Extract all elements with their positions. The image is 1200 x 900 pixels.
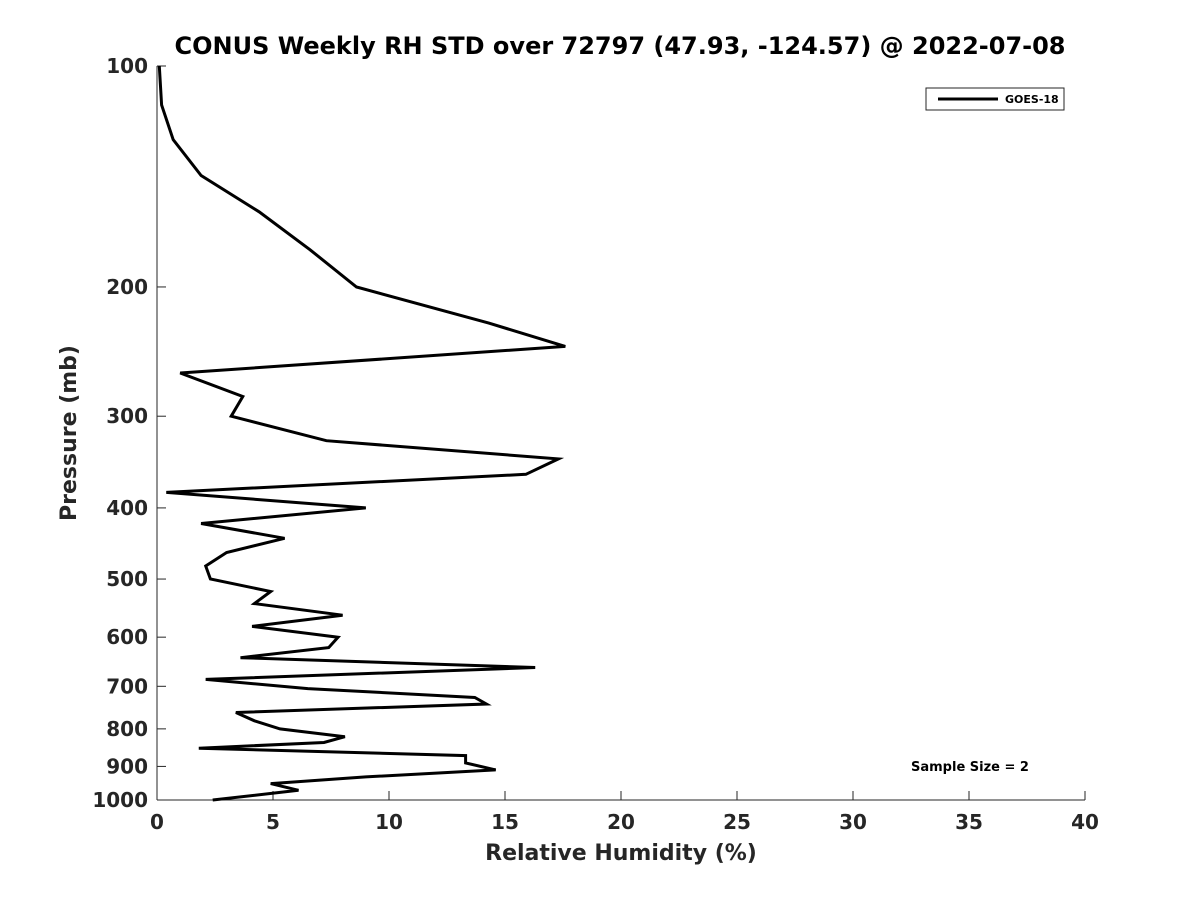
x-tick-label: 40 bbox=[1071, 810, 1099, 834]
y-tick-label: 600 bbox=[106, 625, 148, 649]
x-tick-label: 30 bbox=[839, 810, 867, 834]
y-tick-label: 800 bbox=[106, 717, 148, 741]
x-tick-label: 35 bbox=[955, 810, 983, 834]
chart-title: CONUS Weekly RH STD over 72797 (47.93, -… bbox=[174, 32, 1065, 60]
y-axis-label: Pressure (mb) bbox=[57, 345, 82, 521]
y-tick-label: 1000 bbox=[92, 788, 148, 812]
x-tick-label: 20 bbox=[607, 810, 635, 834]
sample-size-annotation: Sample Size = 2 bbox=[911, 760, 1029, 775]
x-tick-label: 0 bbox=[150, 810, 164, 834]
y-tick-label: 500 bbox=[106, 567, 148, 591]
x-tick-label: 5 bbox=[266, 810, 280, 834]
y-tick-label: 200 bbox=[106, 275, 148, 299]
x-axis-ticks: 0 5 10 15 20 25 30 35 40 bbox=[150, 791, 1099, 834]
legend-label-goes-18: GOES-18 bbox=[1005, 93, 1059, 106]
x-axis-label: Relative Humidity (%) bbox=[485, 841, 757, 866]
y-tick-label: 900 bbox=[106, 754, 148, 778]
legend: GOES-18 bbox=[925, 87, 1065, 111]
x-tick-label: 10 bbox=[375, 810, 403, 834]
y-tick-label: 100 bbox=[106, 54, 148, 78]
x-tick-label: 15 bbox=[491, 810, 519, 834]
y-axis-ticks: 100 200 300 400 500 600 700 800 900 1000 bbox=[92, 54, 166, 812]
y-tick-label: 300 bbox=[106, 404, 148, 428]
series-line-goes-18 bbox=[157, 65, 566, 802]
y-tick-label: 400 bbox=[106, 496, 148, 520]
x-tick-label: 25 bbox=[723, 810, 751, 834]
y-tick-label: 700 bbox=[106, 674, 148, 698]
